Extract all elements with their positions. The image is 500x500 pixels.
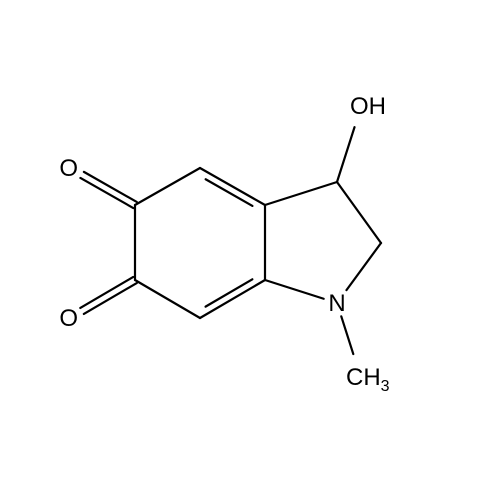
atom-label: O [59, 305, 78, 332]
atom-label: N [328, 290, 345, 317]
molecule-diagram: O O OH N CH3 [0, 0, 500, 500]
atom-label: OH [350, 93, 386, 120]
atom-label: CH3 [346, 364, 390, 395]
atom-label: O [59, 155, 78, 182]
